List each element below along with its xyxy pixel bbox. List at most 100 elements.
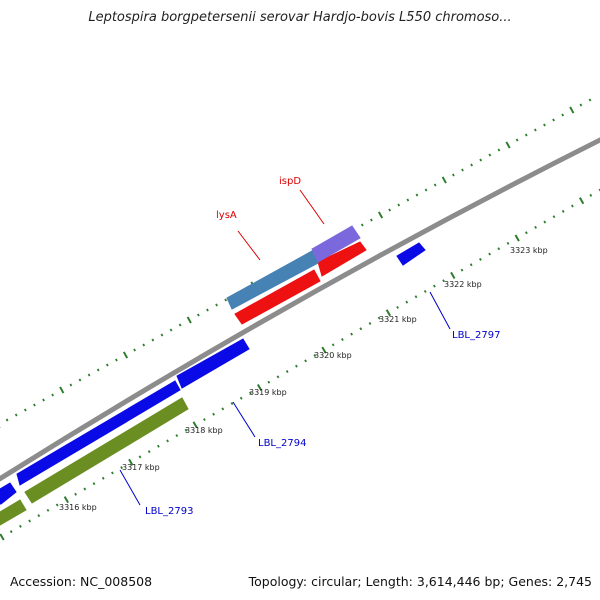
- minor-tick: [397, 203, 401, 207]
- major-tick: [122, 351, 129, 359]
- minor-tick: [55, 503, 59, 507]
- minor-tick: [212, 412, 215, 416]
- gene-arrow-purple-ispD[interactable]: [311, 225, 361, 263]
- minor-tick: [313, 354, 317, 357]
- gene-label-ispD: ispD: [279, 176, 301, 187]
- minor-tick: [151, 338, 155, 342]
- map-title: Leptospira borgpetersenii serovar Hardjo…: [88, 10, 512, 25]
- major-tick: [59, 386, 65, 394]
- major-tick: [385, 309, 392, 317]
- gene-arrow-steel-lysA[interactable]: [226, 250, 319, 310]
- minor-tick: [285, 370, 289, 373]
- major-tick: [514, 234, 520, 242]
- minor-tick: [115, 358, 118, 362]
- minor-tick: [396, 305, 399, 309]
- minor-tick: [276, 375, 280, 379]
- minor-tick: [515, 138, 519, 142]
- minor-tick: [571, 204, 574, 208]
- minor-tick: [175, 434, 179, 438]
- minor-tick: [133, 348, 136, 352]
- minor-tick: [105, 363, 109, 367]
- minor-tick: [14, 413, 18, 417]
- major-tick: [441, 176, 447, 184]
- minor-tick: [470, 163, 473, 167]
- gene-arrow-blue[interactable]: [16, 380, 181, 486]
- gene-arrow-blue[interactable]: [176, 338, 250, 389]
- major-tick: [256, 383, 263, 392]
- minor-tick: [488, 252, 491, 256]
- gene-features: [0, 225, 426, 528]
- minor-tick: [552, 215, 556, 219]
- minor-tick: [377, 316, 381, 320]
- major-tick: [505, 141, 511, 149]
- scale-label: 3321 kbp: [379, 315, 417, 324]
- minor-tick: [479, 257, 482, 261]
- minor-tick: [359, 327, 363, 331]
- minor-tick: [561, 113, 565, 117]
- minor-tick: [350, 332, 353, 336]
- gene-arrow-red-lysA[interactable]: [234, 269, 321, 325]
- minor-tick: [588, 98, 592, 102]
- minor-tick: [96, 368, 100, 372]
- gene-label-LBL_2797: LBL_2797: [452, 330, 500, 341]
- minor-tick: [78, 378, 82, 382]
- major-tick: [569, 106, 575, 114]
- scale-label: 3318 kbp: [185, 426, 223, 435]
- minor-tick: [37, 514, 41, 518]
- minor-tick: [368, 321, 372, 325]
- minor-tick: [249, 391, 252, 395]
- minor-tick: [169, 328, 173, 332]
- major-tick: [192, 421, 198, 429]
- minor-tick: [460, 268, 464, 272]
- leader-line-lysA: [237, 230, 261, 261]
- minor-tick: [147, 450, 151, 454]
- minor-tick: [423, 289, 427, 293]
- major-tick: [186, 316, 192, 324]
- minor-tick: [138, 455, 142, 459]
- gene-arrow-green[interactable]: [0, 499, 27, 528]
- minor-tick: [184, 428, 188, 432]
- major-tick: [0, 533, 5, 541]
- minor-tick: [87, 373, 91, 377]
- minor-tick: [101, 476, 105, 480]
- scale-label: 3317 kbp: [122, 463, 160, 472]
- minor-tick: [295, 364, 298, 368]
- minor-tick: [197, 313, 200, 317]
- minor-tick: [533, 128, 537, 132]
- minor-tick: [215, 303, 218, 307]
- minor-tick: [46, 508, 50, 512]
- minor-tick: [543, 123, 546, 127]
- minor-tick: [406, 198, 410, 202]
- chromosome-backbone: [0, 137, 600, 482]
- minor-tick: [433, 284, 436, 288]
- minor-tick: [388, 208, 391, 212]
- minor-tick: [360, 223, 364, 227]
- minor-tick: [304, 359, 307, 363]
- minor-tick: [552, 118, 555, 122]
- minor-tick: [9, 530, 13, 534]
- minor-tick: [23, 408, 27, 412]
- minor-tick: [51, 393, 55, 397]
- minor-tick: [488, 153, 492, 157]
- minor-tick: [157, 444, 160, 448]
- minor-tick: [42, 398, 45, 402]
- minor-tick: [589, 193, 593, 197]
- minor-tick: [178, 323, 182, 327]
- scale-label: 3316 kbp: [59, 503, 97, 512]
- minor-tick: [405, 300, 409, 304]
- minor-tick: [497, 148, 501, 152]
- gene-arrow-green[interactable]: [24, 397, 189, 504]
- minor-tick: [267, 380, 271, 384]
- gene-arrow-blue[interactable]: [0, 482, 17, 505]
- minor-tick: [28, 519, 31, 523]
- gene-arrow-blue[interactable]: [396, 242, 426, 266]
- gene-arrow-red-ispD[interactable]: [317, 241, 367, 277]
- minor-tick: [203, 418, 206, 422]
- minor-tick: [370, 218, 373, 222]
- leader-line-LBL_2793: [119, 469, 141, 506]
- minor-tick: [33, 403, 36, 407]
- label-leader-lines: [119, 189, 451, 506]
- minor-tick: [331, 343, 335, 347]
- minor-tick: [497, 247, 501, 251]
- major-tick: [450, 271, 456, 279]
